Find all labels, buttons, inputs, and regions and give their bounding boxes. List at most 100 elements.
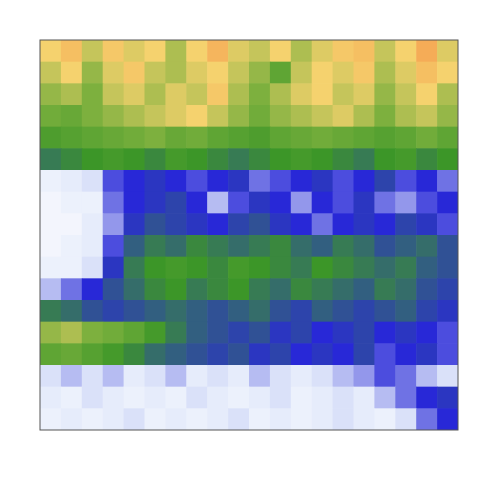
heatmap-cell <box>333 322 355 344</box>
heatmap-cell <box>270 170 292 192</box>
heatmap-cell <box>416 148 438 170</box>
heatmap-cell <box>270 83 292 105</box>
heatmap-cell <box>228 300 250 322</box>
heatmap-cell <box>124 40 146 62</box>
heatmap-cell <box>165 62 187 84</box>
heatmap-cell <box>416 278 438 300</box>
heatmap-cell <box>374 148 396 170</box>
heatmap-cell <box>207 83 229 105</box>
heatmap-cell <box>145 343 167 365</box>
heatmap-cell <box>416 387 438 409</box>
heatmap-cell <box>312 40 334 62</box>
heatmap-cell <box>374 300 396 322</box>
heatmap-cell <box>395 408 417 430</box>
heatmap-cell <box>103 278 125 300</box>
heatmap-cell <box>186 235 208 257</box>
heatmap-cell <box>270 40 292 62</box>
heatmap-cell <box>207 387 229 409</box>
heatmap-cell <box>145 408 167 430</box>
heatmap-cell <box>291 387 313 409</box>
heatmap-cell <box>40 365 62 387</box>
heatmap-cell <box>395 62 417 84</box>
heatmap-cell <box>270 408 292 430</box>
heatmap-cell <box>207 257 229 279</box>
heatmap-cell <box>186 278 208 300</box>
heatmap-cell <box>416 127 438 149</box>
heatmap-cell <box>312 62 334 84</box>
heatmap-cell <box>207 192 229 214</box>
heatmap-cell <box>124 322 146 344</box>
heatmap-cell <box>61 343 83 365</box>
heatmap-cell <box>145 300 167 322</box>
heatmap-cell <box>61 300 83 322</box>
heatmap-cell <box>165 235 187 257</box>
heatmap-cell <box>270 235 292 257</box>
heatmap-cell <box>186 40 208 62</box>
heatmap-cell <box>291 148 313 170</box>
heatmap-cell <box>228 322 250 344</box>
heatmap-cell <box>61 278 83 300</box>
heatmap-cell <box>354 387 376 409</box>
heatmap-cell <box>186 257 208 279</box>
heatmap-cell <box>270 62 292 84</box>
heatmap-cell <box>354 192 376 214</box>
heatmap-cell <box>354 148 376 170</box>
heatmap-cell <box>374 365 396 387</box>
heatmap-cell <box>103 235 125 257</box>
heatmap-cell <box>145 40 167 62</box>
heatmap-cell <box>82 387 104 409</box>
heatmap-cell <box>61 62 83 84</box>
heatmap-cell <box>312 127 334 149</box>
heatmap-cell <box>333 213 355 235</box>
heatmap-cell <box>207 365 229 387</box>
heatmap-cell <box>207 105 229 127</box>
heatmap-cell <box>61 192 83 214</box>
heatmap-cell <box>165 278 187 300</box>
heatmap-cell <box>354 300 376 322</box>
heatmap-cell <box>270 278 292 300</box>
heatmap-cell <box>333 192 355 214</box>
heatmap-cell <box>103 148 125 170</box>
heatmap-cell <box>124 127 146 149</box>
heatmap-cell <box>207 322 229 344</box>
heatmap-cell <box>395 127 417 149</box>
heatmap-cell <box>374 213 396 235</box>
heatmap-cell <box>207 278 229 300</box>
heatmap-cell <box>207 343 229 365</box>
heatmap-cell <box>40 105 62 127</box>
heatmap-cell <box>40 235 62 257</box>
heatmap-cell <box>82 213 104 235</box>
heatmap-cell <box>186 148 208 170</box>
heatmap-cell <box>374 387 396 409</box>
heatmap-cell <box>395 105 417 127</box>
heatmap-cell <box>82 235 104 257</box>
heatmap-cell <box>249 213 271 235</box>
heatmap-cell <box>312 105 334 127</box>
heatmap-cell <box>145 322 167 344</box>
heatmap-cell <box>61 387 83 409</box>
heatmap-cell <box>437 408 458 430</box>
heatmap-cell <box>82 105 104 127</box>
heatmap-cell <box>228 343 250 365</box>
heatmap-cell <box>395 235 417 257</box>
heatmap-cell <box>374 83 396 105</box>
heatmap-cell <box>165 192 187 214</box>
heatmap-svg <box>0 0 480 480</box>
heatmap-cell <box>374 408 396 430</box>
heatmap-cell <box>40 192 62 214</box>
heatmap-cell <box>374 278 396 300</box>
heatmap-cell <box>103 322 125 344</box>
heatmap-cell <box>228 170 250 192</box>
heatmap-cell <box>228 408 250 430</box>
heatmap-cell <box>437 365 458 387</box>
heatmap-cell <box>207 40 229 62</box>
heatmap-cell <box>228 235 250 257</box>
heatmap-cell <box>103 213 125 235</box>
heatmap-cell <box>249 300 271 322</box>
heatmap-cell <box>228 213 250 235</box>
heatmap-cell <box>437 83 458 105</box>
heatmap-cell <box>82 62 104 84</box>
heatmap-cell <box>416 83 438 105</box>
heatmap-cell <box>270 387 292 409</box>
heatmap-cell <box>145 148 167 170</box>
